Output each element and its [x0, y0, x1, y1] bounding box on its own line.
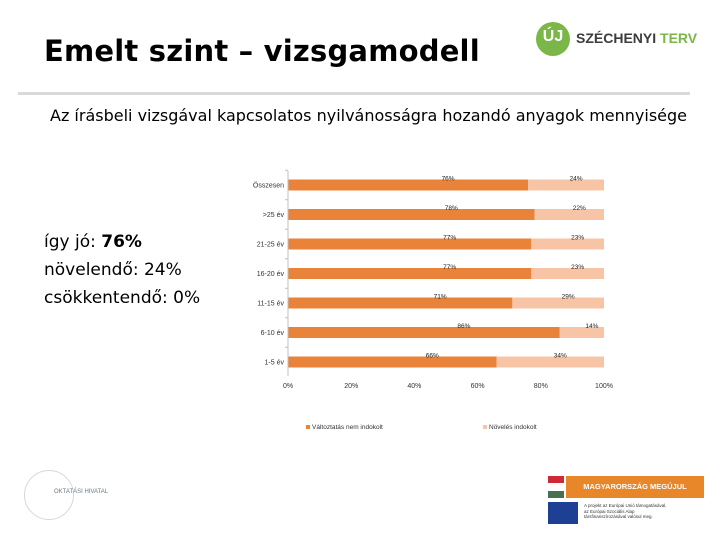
data-label: 34%: [554, 353, 567, 360]
agency-circle-icon: [24, 470, 74, 520]
category-label: 16-20 év: [257, 271, 285, 278]
bar-segment: [288, 209, 535, 220]
data-label: 78%: [445, 205, 458, 212]
chart-title: Az írásbeli vizsgával kapcsolatos nyilvá…: [50, 106, 688, 125]
summary-line-3: csökkentendő: 0%: [44, 288, 201, 308]
data-label: 77%: [443, 235, 456, 242]
bar-segment: [288, 356, 497, 368]
summary-label-1: így jó:: [44, 232, 102, 252]
title-divider: [18, 92, 690, 95]
data-label: 23%: [571, 235, 584, 242]
x-tick-label: 80%: [534, 383, 548, 390]
category-label: 21-25 év: [257, 242, 285, 249]
x-tick-label: 40%: [407, 383, 421, 390]
eu-line-1: A projekt az Európai Unió támogatásával,: [584, 503, 667, 508]
eu-line-3: társfinanszírozásával valósul meg.: [584, 514, 653, 519]
bar-segment: [559, 327, 604, 338]
magyarorszag-megujul-banner: MAGYARORSZÁG MEGÚJUL: [548, 476, 704, 498]
legend-label: Változtatás nem indokolt: [312, 424, 383, 431]
data-label: 71%: [434, 294, 447, 301]
category-label: 1-5 év: [265, 360, 285, 367]
banner-text: MAGYARORSZÁG MEGÚJUL: [566, 476, 704, 498]
bar-segment: [534, 209, 604, 220]
szechenyi-terv-logo: ÚJ SZÉCHENYI TERV: [536, 22, 697, 66]
legend-group: Változtatás nem indokolt Növelés indokolt: [306, 424, 537, 431]
bars-group: 76% 24% 78% 22% 77% 23% 77% 23% 71% 29% 86% 14% 66% 3…: [288, 176, 604, 368]
data-label: 22%: [573, 205, 586, 212]
logo-word1: SZÉCHENYI: [576, 30, 657, 46]
logo-text: SZÉCHENYI TERV: [576, 30, 697, 46]
legend-swatch: [483, 425, 487, 429]
legend-label: Növelés indokolt: [489, 424, 537, 431]
bar-segment: [531, 268, 604, 279]
data-label: 76%: [442, 176, 455, 183]
legend-swatch: [306, 425, 310, 429]
axis-group: Összesen >25 év 21-25 év 16-20 év 11-15 év 6-…: [253, 169, 613, 390]
eu-flag-icon: [548, 502, 578, 524]
bar-segment: [531, 238, 604, 250]
logo-mark-icon: ÚJ: [536, 22, 570, 56]
eu-support-text: A projekt az Európai Unió támogatásával,…: [584, 503, 704, 520]
summary-line-2: növelendő: 24%: [44, 260, 182, 280]
data-label: 24%: [570, 176, 583, 183]
x-tick-label: 20%: [344, 383, 358, 390]
bar-segment: [512, 297, 604, 309]
hungarian-flag-icon: [548, 476, 564, 498]
x-tick-label: 0%: [283, 383, 293, 390]
bar-segment: [288, 179, 529, 191]
bar-segment: [288, 238, 532, 250]
x-tick-label: 100%: [595, 383, 613, 390]
data-label: 66%: [426, 353, 439, 360]
data-label: 14%: [585, 323, 598, 330]
category-label: >25 év: [263, 212, 285, 219]
summary-value-1: 76%: [101, 232, 142, 252]
oktatasi-hivatal-logo: OKTATÁSI HIVATAL: [24, 470, 120, 520]
category-label: Összesen: [253, 182, 284, 190]
bar-segment: [288, 268, 532, 279]
data-label: 29%: [562, 294, 575, 301]
agency-name: OKTATÁSI HIVATAL: [54, 489, 109, 495]
category-label: 6-10 év: [261, 330, 285, 337]
bar-segment: [288, 327, 560, 338]
x-tick-label: 60%: [471, 383, 485, 390]
bar-segment: [496, 356, 604, 368]
bar-segment: [528, 179, 604, 191]
page-title: Emelt szint – vizsgamodell: [44, 34, 480, 68]
data-label: 77%: [443, 264, 456, 271]
logo-word2: TERV: [660, 30, 698, 46]
summary-box: így jó: 76% növelendő: 24% csökkentendő:…: [44, 228, 200, 312]
data-label: 86%: [457, 323, 470, 330]
logo-mark-text: ÚJ: [542, 28, 564, 45]
bar-segment: [288, 297, 513, 309]
data-label: 23%: [571, 264, 584, 271]
category-label: 11-15 év: [257, 301, 284, 308]
summary-line-1: így jó: 76%: [44, 228, 200, 256]
eu-line-2: az Európai Szociális Alap: [584, 508, 635, 514]
